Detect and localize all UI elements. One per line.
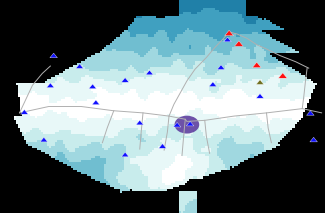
Polygon shape (121, 152, 129, 157)
Ellipse shape (175, 116, 199, 134)
Polygon shape (217, 65, 225, 69)
Polygon shape (235, 41, 243, 46)
Polygon shape (310, 137, 318, 142)
Polygon shape (256, 80, 264, 84)
Polygon shape (76, 64, 84, 68)
Polygon shape (278, 73, 287, 78)
Polygon shape (209, 82, 217, 86)
Polygon shape (225, 30, 233, 36)
Polygon shape (146, 70, 153, 75)
Polygon shape (224, 37, 231, 42)
Polygon shape (173, 122, 181, 127)
Polygon shape (306, 111, 314, 115)
Polygon shape (159, 144, 166, 148)
Polygon shape (20, 109, 28, 114)
Polygon shape (89, 84, 97, 89)
Polygon shape (92, 100, 100, 105)
Polygon shape (46, 83, 54, 88)
Polygon shape (40, 137, 48, 142)
Polygon shape (186, 121, 194, 126)
Polygon shape (256, 94, 264, 98)
Polygon shape (121, 78, 129, 82)
Polygon shape (136, 120, 144, 125)
Polygon shape (253, 62, 261, 68)
Polygon shape (50, 53, 58, 58)
